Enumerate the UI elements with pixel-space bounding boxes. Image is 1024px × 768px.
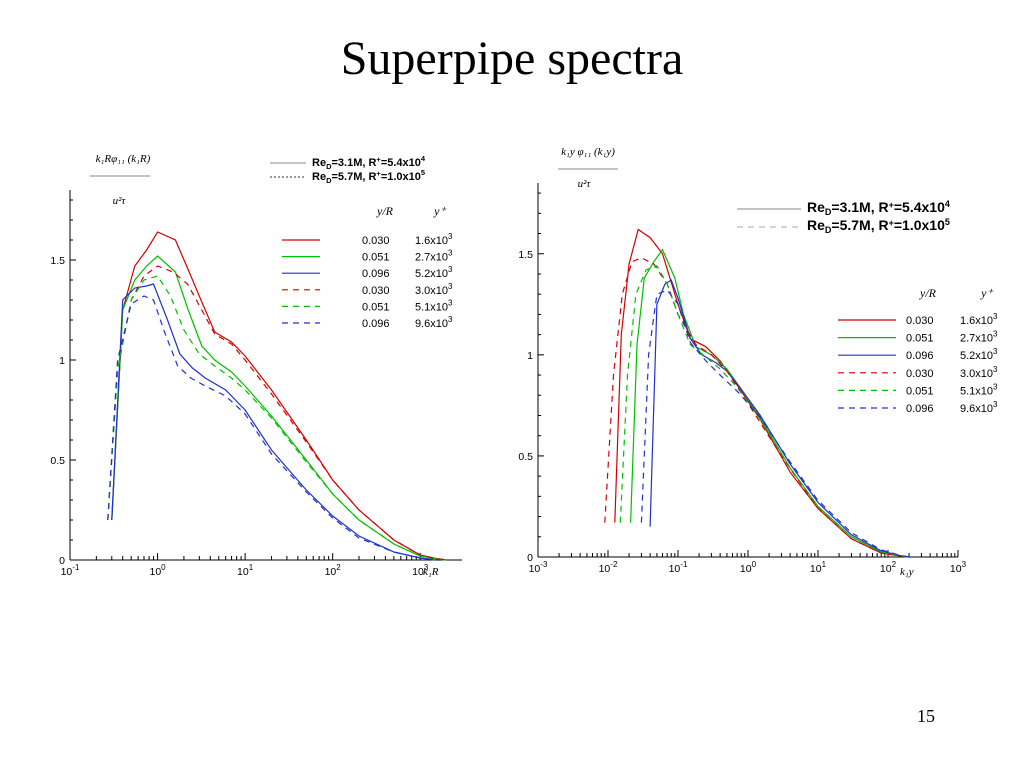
- right-x-tick-label: 103: [950, 560, 967, 575]
- left-x-tick-label: 101: [237, 563, 254, 578]
- left-series-line-solid-0.030: [111, 231, 447, 561]
- left-re-legend-entry: ReD=3.1M, R+=5.4x104: [312, 154, 426, 171]
- left-y-axis-label-numerator: k₁Rφ₁₁ (k₁R): [96, 153, 151, 165]
- right-series-line-solid-0.030: [614, 228, 910, 558]
- left-legend-yR: 0.051: [362, 252, 390, 264]
- left-legend-yplus: 9.6x103: [415, 315, 453, 330]
- left-legend-yR: 0.030: [362, 235, 390, 247]
- left-legend-header-yplus: y⁺: [433, 204, 447, 218]
- left-legend-yplus: 2.7x103: [415, 249, 453, 264]
- right-legend-yplus: 9.6x103: [960, 400, 998, 415]
- left-series-line-dashed-0.030: [107, 265, 447, 561]
- left-series-line-dashed-0.051: [107, 275, 436, 561]
- right-x-tick-label: 10-2: [599, 560, 618, 575]
- left-series-line-dashed-0.096: [107, 295, 436, 561]
- left-y-tick-label: 1: [59, 355, 65, 367]
- left-legend-yR: 0.051: [362, 301, 390, 313]
- right-legend-yR: 0.051: [906, 333, 934, 345]
- right-x-tick-label: 10-3: [529, 560, 548, 575]
- right-x-tick-label: 10-1: [669, 560, 688, 575]
- right-y-tick-label: 0: [527, 552, 533, 564]
- right-legend-yR: 0.030: [906, 368, 934, 380]
- right-legend-yplus: 2.7x103: [960, 330, 998, 345]
- left-x-tick-label: 10-1: [61, 563, 80, 578]
- right-legend-yR: 0.096: [906, 403, 934, 415]
- left-y-axis-label-denominator: u²τ: [113, 195, 127, 207]
- slide-title: Superpipe spectra: [340, 32, 684, 85]
- right-x-axis-label: k₁y: [900, 566, 914, 578]
- right-x-tick-label: 100: [740, 560, 757, 575]
- left-y-tick-label: 1.5: [50, 255, 65, 267]
- left-x-tick-label: 102: [325, 563, 342, 578]
- right-series-line-solid-0.051: [630, 248, 910, 558]
- left-x-tick-label: 103: [412, 563, 429, 578]
- right-legend-yR: 0.096: [906, 350, 934, 362]
- right-series-line-dashed-0.030: [604, 257, 910, 558]
- right-legend-yR: 0.030: [906, 315, 934, 327]
- right-legend-yplus: 1.6x103: [960, 312, 998, 327]
- slide-page-number: 15: [917, 706, 935, 726]
- right-y-tick-label: 0.5: [518, 451, 533, 463]
- right-legend-yplus: 3.0x103: [960, 365, 998, 380]
- left-legend-yplus: 5.2x103: [415, 265, 453, 280]
- left-legend-yR: 0.096: [362, 268, 390, 280]
- left-y-tick-label: 0: [59, 555, 65, 567]
- left-legend-yR: 0.096: [362, 318, 390, 330]
- right-legend-header-yplus: y⁺: [980, 286, 994, 300]
- right-y-tick-label: 1.5: [518, 249, 533, 261]
- right-legend-header-yR: y/R: [919, 286, 937, 300]
- left-legend-yR: 0.030: [362, 285, 390, 297]
- left-re-legend-entry: ReD=5.7M, R+=1.0x105: [312, 168, 425, 185]
- right-x-tick-label: 102: [880, 560, 897, 575]
- right-y-tick-label: 1: [527, 350, 533, 362]
- left-series-line-solid-0.051: [111, 255, 447, 561]
- right-y-axis-label-numerator: k₁y φ₁₁ (k₁y): [561, 146, 615, 158]
- left-series-line-solid-0.096: [111, 283, 436, 561]
- right-series-line-dashed-0.096: [640, 289, 910, 558]
- right-re-legend-entry: ReD=5.7M, R+=1.0x105: [807, 217, 950, 235]
- left-legend-header-yR: y/R: [376, 204, 394, 218]
- right-legend-yR: 0.051: [906, 385, 934, 397]
- right-x-tick-label: 101: [810, 560, 827, 575]
- right-re-legend-entry: ReD=3.1M, R+=5.4x104: [807, 199, 950, 217]
- right-legend-yplus: 5.1x103: [960, 382, 998, 397]
- left-legend-yplus: 3.0x103: [415, 282, 453, 297]
- right-y-axis-label-denominator: u²τ: [578, 178, 592, 190]
- right-legend-yplus: 5.2x103: [960, 347, 998, 362]
- left-legend-yplus: 1.6x103: [415, 232, 453, 247]
- right-series-line-dashed-0.051: [619, 265, 910, 558]
- left-y-tick-label: 0.5: [50, 455, 65, 467]
- left-x-tick-label: 100: [149, 563, 166, 578]
- left-x-axis-label: k₁R: [423, 566, 439, 578]
- right-series-line-solid-0.096: [649, 279, 910, 558]
- left-legend-yplus: 5.1x103: [415, 298, 453, 313]
